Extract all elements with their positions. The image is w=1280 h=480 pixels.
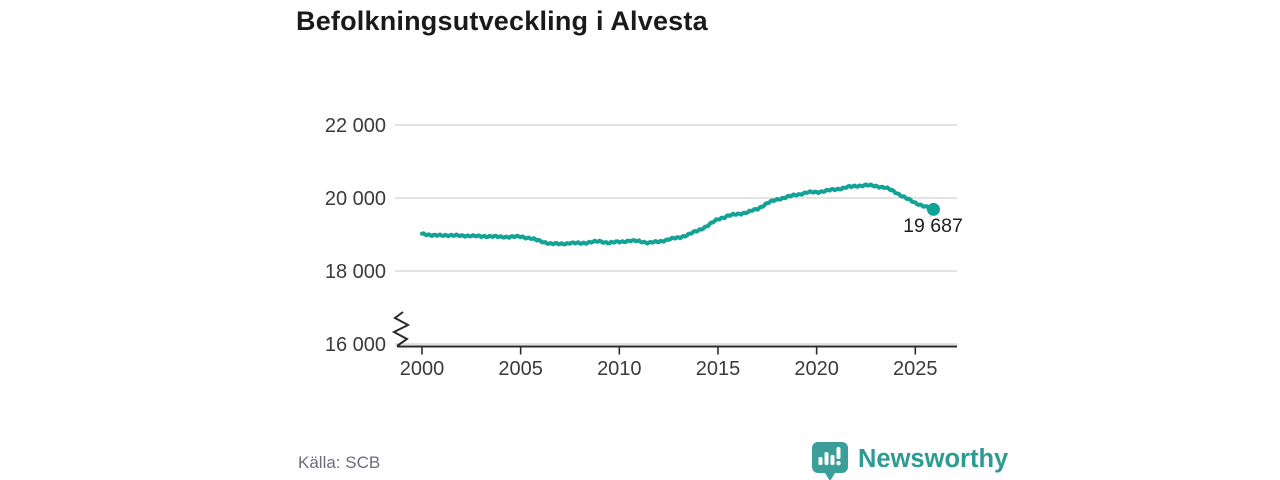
population-series-line (420, 182, 936, 247)
y-tick-label: 22 000 (325, 115, 386, 137)
newsworthy-wordmark: Newsworthy (858, 445, 1009, 473)
bar-2 (824, 452, 829, 465)
exclamation-stem (836, 447, 841, 459)
bar-1 (818, 457, 823, 465)
x-tick-label: 2025 (893, 358, 938, 380)
latest-value-label: 19 687 (903, 215, 963, 237)
x-tick-label: 2015 (696, 358, 741, 380)
y-tick-label: 20 000 (325, 188, 386, 210)
bar-3 (830, 455, 835, 465)
y-tick-label: 16 000 (325, 334, 386, 356)
x-tick-label: 2005 (498, 358, 543, 380)
latest-value-dot (926, 202, 940, 216)
chart-title: Befolkningsutveckling i Alvesta (296, 6, 708, 36)
y-axis-break-icon (391, 311, 411, 347)
y-tick-label: 18 000 (325, 261, 386, 283)
x-tick-label: 2010 (597, 358, 642, 380)
source-note: Källa: SCB (298, 453, 381, 472)
newsworthy-speech-bubble-bar-chart-icon (812, 442, 848, 480)
exclamation-dot (836, 461, 841, 466)
x-tick-label: 2000 (400, 358, 445, 380)
x-tick-label: 2020 (794, 358, 839, 380)
newsworthy-logo: Newsworthy (810, 441, 1008, 480)
speech-bubble-shape (812, 442, 848, 480)
